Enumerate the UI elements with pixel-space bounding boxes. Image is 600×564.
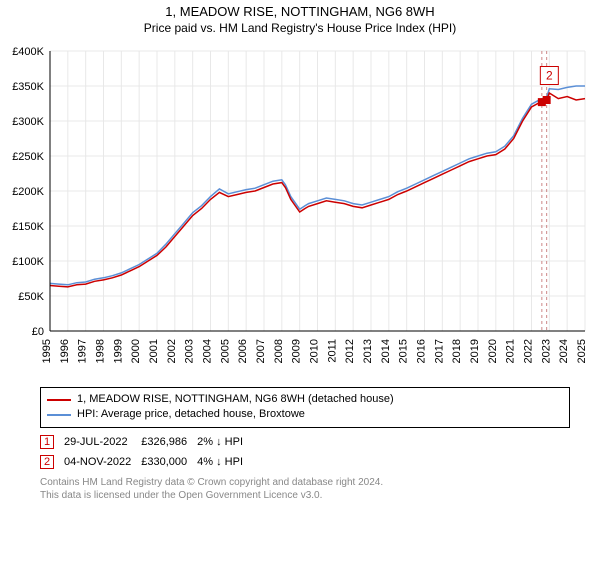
svg-text:2004: 2004 <box>202 339 214 363</box>
svg-text:2: 2 <box>546 69 553 83</box>
svg-text:2001: 2001 <box>148 339 160 363</box>
svg-text:2012: 2012 <box>344 339 356 363</box>
svg-text:£150K: £150K <box>12 221 44 233</box>
page-title: 1, MEADOW RISE, NOTTINGHAM, NG6 8WH <box>0 4 600 19</box>
legend-swatch <box>47 414 71 416</box>
marker-icon: 1 <box>40 435 54 449</box>
svg-text:2003: 2003 <box>184 339 196 363</box>
svg-text:1995: 1995 <box>41 339 53 363</box>
legend-item: 1, MEADOW RISE, NOTTINGHAM, NG6 8WH (det… <box>47 392 563 407</box>
svg-text:£0: £0 <box>32 326 44 338</box>
legend-item: HPI: Average price, detached house, Brox… <box>47 407 563 422</box>
svg-text:2002: 2002 <box>166 339 178 363</box>
svg-text:2014: 2014 <box>380 339 392 363</box>
svg-text:2011: 2011 <box>326 339 338 363</box>
svg-text:1996: 1996 <box>59 339 71 363</box>
svg-text:1998: 1998 <box>95 339 107 363</box>
svg-text:2005: 2005 <box>219 339 231 363</box>
svg-text:2023: 2023 <box>540 339 552 363</box>
legend: 1, MEADOW RISE, NOTTINGHAM, NG6 8WH (det… <box>40 387 570 428</box>
svg-text:2025: 2025 <box>576 339 588 363</box>
svg-text:2015: 2015 <box>398 339 410 363</box>
svg-text:2017: 2017 <box>433 339 445 363</box>
svg-text:£400K: £400K <box>12 46 44 58</box>
svg-text:£100K: £100K <box>12 256 44 268</box>
legend-label: HPI: Average price, detached house, Brox… <box>77 407 305 422</box>
transaction-price: £326,986 <box>141 432 197 452</box>
svg-text:£250K: £250K <box>12 151 44 163</box>
svg-text:£300K: £300K <box>12 116 44 128</box>
page-subtitle: Price paid vs. HM Land Registry's House … <box>0 21 600 35</box>
svg-text:2018: 2018 <box>451 339 463 363</box>
svg-text:2006: 2006 <box>237 339 249 363</box>
svg-text:2021: 2021 <box>505 339 517 363</box>
table-row: 1 29-JUL-2022 £326,986 2% ↓ HPI <box>40 432 253 452</box>
transaction-delta: 4% ↓ HPI <box>197 452 253 472</box>
transaction-price: £330,000 <box>141 452 197 472</box>
svg-text:2022: 2022 <box>523 339 535 363</box>
attribution-line: Contains HM Land Registry data © Crown c… <box>40 476 570 490</box>
svg-text:2007: 2007 <box>255 339 267 363</box>
svg-text:£50K: £50K <box>18 291 44 303</box>
table-row: 2 04-NOV-2022 £330,000 4% ↓ HPI <box>40 452 253 472</box>
attribution: Contains HM Land Registry data © Crown c… <box>40 476 570 503</box>
price-chart: £0 £50K £100K £150K £200K £250K £300K £350K £400… <box>0 41 600 381</box>
svg-text:2008: 2008 <box>273 339 285 363</box>
svg-text:2020: 2020 <box>487 339 499 363</box>
svg-text:2019: 2019 <box>469 339 481 363</box>
transaction-date: 29-JUL-2022 <box>64 432 141 452</box>
svg-text:2010: 2010 <box>309 339 321 363</box>
svg-text:2013: 2013 <box>362 339 374 363</box>
svg-text:1999: 1999 <box>112 339 124 363</box>
svg-text:2024: 2024 <box>558 339 570 363</box>
svg-text:2009: 2009 <box>291 339 303 363</box>
svg-text:1997: 1997 <box>77 339 89 363</box>
transaction-delta: 2% ↓ HPI <box>197 432 253 452</box>
svg-text:2000: 2000 <box>130 339 142 363</box>
svg-text:2016: 2016 <box>416 339 428 363</box>
legend-label: 1, MEADOW RISE, NOTTINGHAM, NG6 8WH (det… <box>77 392 394 407</box>
transaction-date: 04-NOV-2022 <box>64 452 141 472</box>
legend-swatch <box>47 399 71 401</box>
chart-svg: £0 £50K £100K £150K £200K £250K £300K £350K £400… <box>0 41 600 381</box>
svg-text:£200K: £200K <box>12 186 44 198</box>
transaction-table: 1 29-JUL-2022 £326,986 2% ↓ HPI 2 04-NOV… <box>40 432 253 472</box>
marker-icon: 2 <box>40 455 54 469</box>
svg-text:£350K: £350K <box>12 81 44 93</box>
attribution-line: This data is licensed under the Open Gov… <box>40 489 570 503</box>
